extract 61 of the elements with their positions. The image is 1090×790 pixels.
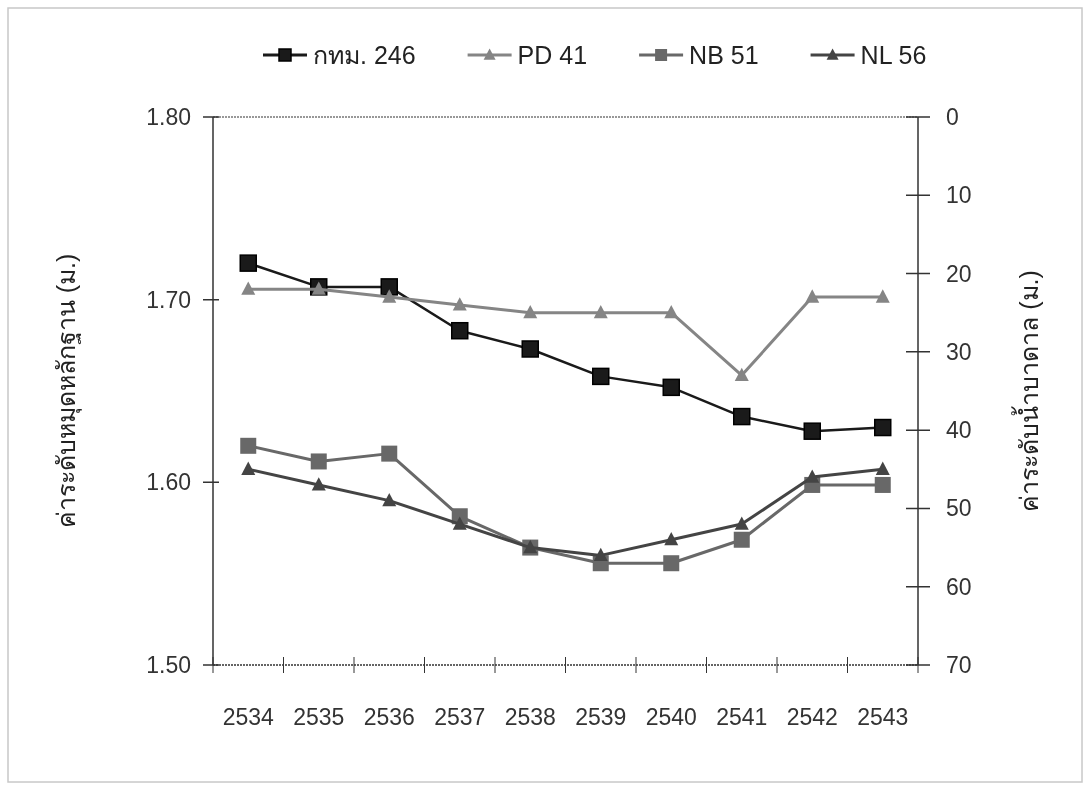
x-tick-label: 2539 [575,704,627,730]
point [805,469,820,483]
point [241,461,256,475]
point [310,453,327,470]
y2-tick-label: 30 [946,338,972,365]
point [382,289,397,303]
y-tick-label: 1.50 [146,652,191,678]
x-tick-label: 2541 [716,704,768,730]
point [452,516,467,530]
point [311,477,326,491]
x-tick-label: 2535 [293,704,345,730]
legend-label: กทม. 246 [313,41,416,69]
y-tick-label: 1.60 [146,469,191,496]
x-tick-label: 2536 [363,704,415,730]
x-tick-label: 2538 [504,704,556,730]
point [803,422,821,440]
y2-tick-label: 60 [946,573,972,600]
point [875,461,890,475]
legend-label: NL 56 [860,41,927,69]
point [381,445,398,462]
y2-tick-label: 50 [946,495,972,522]
point [664,532,679,546]
point [239,254,257,272]
point [241,281,256,295]
point [734,367,749,381]
point [240,437,257,454]
point [593,305,608,319]
point [805,289,820,303]
y2-tick-label: 0 [946,104,959,130]
point [523,305,538,319]
y-tick-label: 1.70 [146,286,191,313]
point [733,531,750,548]
point [662,378,680,397]
point [663,555,680,572]
point [734,516,749,530]
y2-tick-label: 70 [946,652,972,678]
x-tick-label: 2534 [222,704,275,730]
point [452,297,467,311]
point [451,321,469,340]
y2-tick-label: 10 [946,182,972,209]
y-axis-title: ค่าระดับหมุดหลักฐาน (ม.) [52,253,82,529]
x-tick-label: 2543 [857,704,909,730]
point [592,367,610,386]
y2-axis-title: ค่าระดับน้ำบาดาล (ม.) [1011,270,1043,512]
legend-label: NB 51 [689,41,759,69]
y-tick-label: 1.80 [146,104,191,130]
y2-tick-label: 40 [946,417,972,444]
legend-label: PD 41 [517,41,588,69]
x-tick-label: 2537 [434,704,486,730]
point [874,418,892,437]
x-tick-label: 2542 [786,704,838,730]
point [664,305,679,319]
point [875,289,890,303]
point [733,407,751,426]
y2-tick-label: 20 [946,260,972,287]
point [382,492,397,507]
x-tick-label: 2540 [645,704,697,730]
point [521,340,539,358]
point [380,278,398,296]
point [593,547,608,561]
point [874,476,891,493]
